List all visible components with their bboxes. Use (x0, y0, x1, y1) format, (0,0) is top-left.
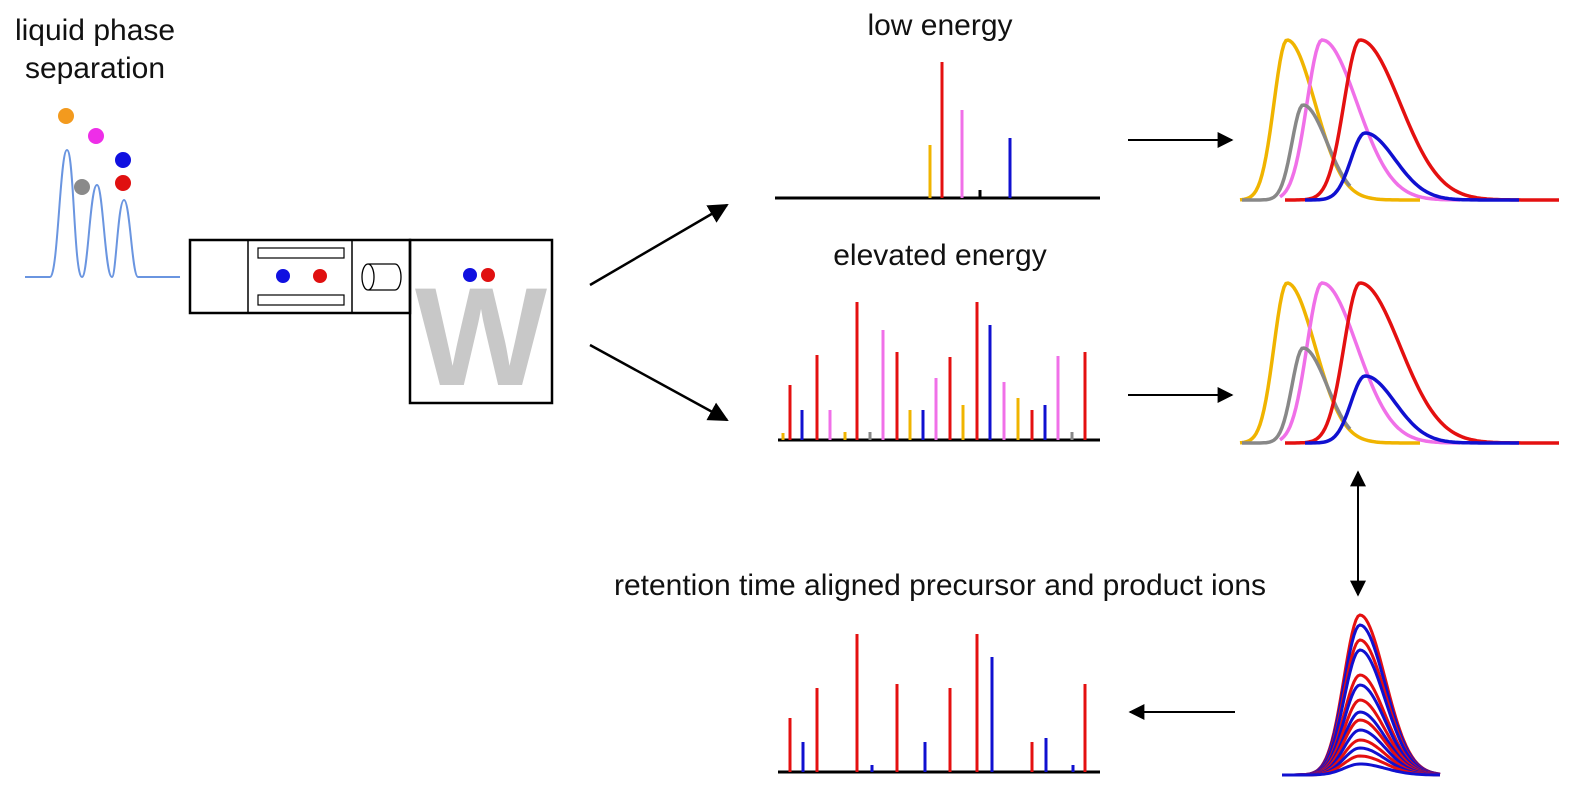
chromatogram (1278, 38, 1460, 202)
lc-trace (25, 148, 180, 279)
separation-title-line1: liquid phase (15, 14, 175, 47)
cell (361, 263, 402, 291)
chromatogram (1282, 762, 1440, 777)
chromatogram (1285, 38, 1559, 202)
quadrupole-box (247, 239, 353, 314)
ion-dot (481, 268, 495, 282)
arrow (589, 203, 729, 287)
ion-dot (313, 269, 327, 283)
chromatogram (1305, 131, 1519, 202)
analyte-dot (88, 128, 104, 144)
ion-dot (463, 268, 477, 282)
analyte-dot (58, 108, 74, 124)
rod (257, 294, 345, 306)
aligned-title: retention time aligned precursor and pro… (614, 569, 1266, 602)
analyte-dot (74, 179, 90, 195)
arrow (589, 343, 729, 422)
instrument-source (188, 238, 412, 315)
instrument-analyzer (408, 238, 554, 405)
low-energy-title: low energy (867, 9, 1012, 42)
analyte-dot (115, 152, 131, 168)
rod (257, 247, 345, 259)
chromatogram (1242, 103, 1352, 202)
chromatogram (1285, 281, 1559, 445)
analyte-dot (115, 175, 131, 191)
elevated-energy-title: elevated energy (833, 239, 1047, 272)
chromatogram (1242, 346, 1352, 445)
chromatogram (1305, 374, 1519, 445)
separation-title-line2: separation (25, 52, 165, 85)
logo: W (415, 258, 547, 415)
chromatogram (1278, 281, 1460, 445)
ion-dot (276, 269, 290, 283)
